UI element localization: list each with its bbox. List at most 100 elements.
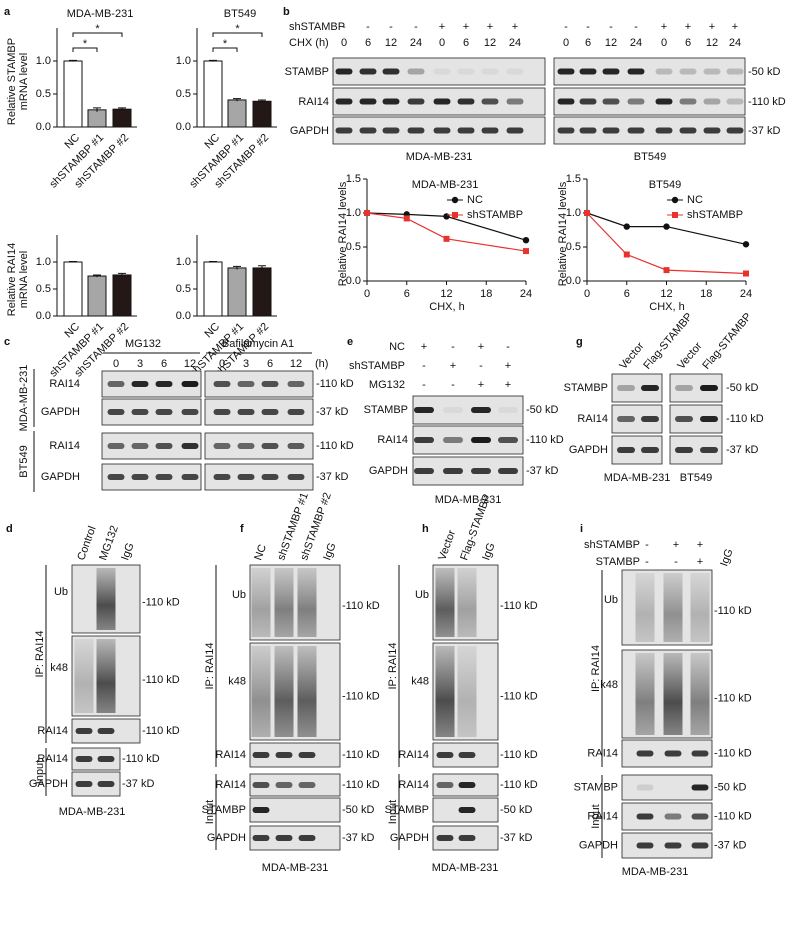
lane-label: - (645, 539, 649, 551)
blot-band (287, 381, 305, 387)
blot-band (636, 750, 654, 757)
blot-band (75, 756, 93, 762)
y-tick-label: 1.0 (36, 55, 51, 67)
lane-label: - (422, 360, 426, 372)
cell-line-label: MDA-MB-231 (622, 866, 689, 878)
blot-smear (274, 568, 294, 637)
blot-band (298, 835, 316, 841)
blot-band (359, 127, 377, 134)
cell-line-label: MDA-MB-231 (406, 151, 473, 163)
size-label: -110 kD (142, 596, 180, 608)
significance-bracket (72, 32, 123, 37)
blot-label: RAI14 (215, 749, 246, 761)
blot-band (641, 447, 659, 453)
lane-label: + (732, 21, 738, 33)
blot-band (471, 468, 491, 474)
series-line (586, 212, 747, 275)
blot-band (107, 409, 125, 415)
bar (112, 108, 132, 128)
y-tick-label: 1.0 (176, 55, 191, 67)
blot-band (636, 813, 654, 820)
lane-label: - (506, 341, 510, 353)
blot-label: GAPDH (207, 832, 246, 844)
blot-band (414, 437, 434, 443)
lane-label: - (451, 341, 455, 353)
column-label: IgG (480, 541, 497, 562)
lane-label: - (609, 21, 613, 33)
lane-label: 24 (410, 37, 422, 49)
panel-letter: a (4, 6, 11, 18)
condition-label: NC (389, 341, 405, 353)
y-tick-label: 1.0 (346, 207, 361, 219)
blot-band (414, 468, 434, 474)
blot-band (579, 68, 597, 75)
x-tick-label: 18 (480, 288, 492, 300)
significance-label: * (223, 38, 228, 50)
section-label: IP: RAI14 (34, 630, 46, 677)
blot-label: RAI14 (37, 725, 68, 737)
column-label: IgG (119, 541, 136, 562)
size-label: -110 kD (342, 600, 380, 612)
size-label: -110 kD (714, 605, 752, 617)
lane-label: - (674, 556, 678, 568)
blot-smear (663, 573, 683, 642)
size-label: -110 kD (500, 690, 538, 702)
cell-line-label: BT549 (634, 151, 666, 163)
blot-label: Ub (415, 589, 429, 601)
blot-band (636, 784, 654, 791)
legend-label: NC (467, 194, 483, 206)
blot-band (641, 416, 659, 422)
blot-label: GAPDH (41, 471, 80, 483)
blot-smear (251, 646, 271, 737)
blot-band (458, 835, 476, 841)
blot-band (298, 782, 316, 788)
blot-band (457, 98, 475, 105)
blot-band (433, 68, 451, 75)
x-tick-label: 24 (520, 288, 532, 300)
blot-band (181, 443, 199, 449)
blot-band (382, 98, 400, 105)
section-label: Input (204, 800, 216, 824)
blot-band (433, 98, 451, 105)
blot-label: RAI14 (37, 753, 68, 765)
lane-label: + (661, 21, 667, 33)
column-label: Control (75, 525, 98, 562)
column-label: IgG (718, 547, 735, 568)
blot-label: RAI14 (587, 747, 618, 759)
blot-band (261, 443, 279, 449)
blot-band (287, 443, 305, 449)
y-axis-label: Relative RAI14 levels (337, 181, 349, 286)
size-label: -50 kD (726, 382, 758, 394)
size-label: -110 kD (342, 690, 380, 702)
bar (203, 261, 223, 317)
y-tick-label: 0.0 (346, 275, 361, 287)
blot-band (131, 443, 149, 449)
blot-band (703, 68, 721, 75)
section-label: Input (387, 800, 399, 824)
panel-letter: d (6, 523, 13, 535)
blot-band (97, 756, 115, 762)
size-label: -110 kD (142, 725, 180, 737)
blot-band (726, 68, 744, 75)
blot-label: k48 (411, 676, 429, 688)
blot-band (481, 98, 499, 105)
lane-label: 3 (137, 358, 143, 370)
panel-letter: h (422, 523, 429, 535)
lane-label: 0 (341, 37, 347, 49)
blot-label: k48 (50, 662, 68, 674)
panel-letter: c (4, 336, 10, 348)
lane-label: + (439, 21, 445, 33)
lane-label: 24 (630, 37, 642, 49)
blot-smear (635, 653, 655, 735)
blot-band (131, 381, 149, 387)
blot-band (700, 416, 718, 422)
marker (743, 270, 749, 277)
section-label: IP: RAI14 (387, 642, 399, 689)
lane-label: 24 (729, 37, 741, 49)
blot-band (155, 443, 173, 449)
lane-label: 0 (563, 37, 569, 49)
blot-band (261, 381, 279, 387)
blot-label: STAMBP (385, 804, 429, 816)
blot-band (155, 381, 173, 387)
bar (87, 275, 107, 317)
